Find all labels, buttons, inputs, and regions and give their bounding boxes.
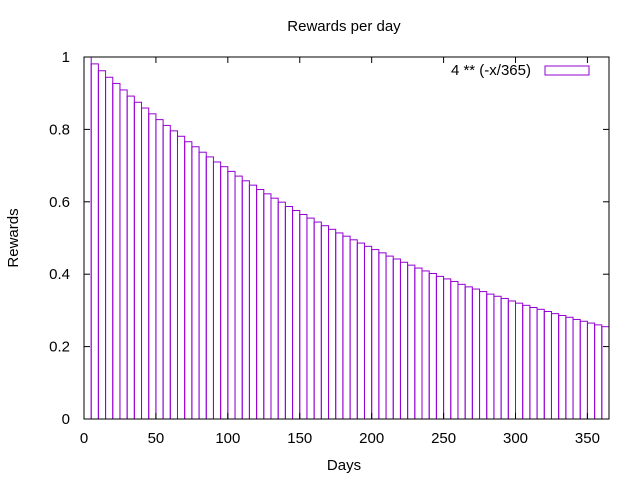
bar (335, 232, 344, 420)
y-axis: 0 0.2 0.4 0.6 0.8 1 (49, 49, 609, 428)
y-tick-label: 0.4 (49, 266, 70, 283)
bar (500, 297, 509, 420)
bar (435, 275, 445, 420)
bar (421, 270, 430, 420)
x-tick-label: 150 (287, 430, 312, 447)
legend-label: 4 ** (-x/365) (451, 62, 531, 79)
y-tick-label: 0.2 (49, 339, 70, 356)
bar (363, 245, 373, 420)
bar (191, 146, 200, 420)
bar (529, 307, 538, 420)
bar (471, 288, 481, 420)
bar (112, 82, 121, 420)
bar (155, 119, 164, 420)
bar (141, 107, 150, 420)
bar (479, 291, 488, 420)
x-axis: 0 50 100 150 200 250 300 350 (80, 57, 600, 447)
bar (184, 141, 193, 420)
y-tick-label: 0.8 (49, 121, 70, 138)
x-tick-label: 300 (503, 430, 528, 447)
bar (407, 264, 416, 420)
bar (558, 314, 567, 420)
bar (277, 201, 286, 420)
bar (292, 209, 301, 420)
bar (256, 188, 265, 420)
x-tick-label: 250 (431, 430, 456, 447)
bar (97, 70, 107, 420)
bar (313, 221, 322, 420)
legend: 4 ** (-x/365) (451, 62, 590, 79)
bar (543, 310, 552, 420)
bar (212, 161, 222, 420)
bar (486, 293, 495, 420)
plot-frame (83, 56, 610, 420)
bar (586, 322, 596, 420)
bar (594, 324, 603, 420)
bar (205, 156, 214, 420)
legend-swatch (544, 65, 590, 76)
bar (248, 184, 258, 420)
x-tick-label: 100 (215, 430, 240, 447)
bar (550, 313, 560, 420)
bar (572, 318, 581, 420)
bar (270, 197, 279, 420)
bars-group (83, 56, 610, 420)
bar (522, 304, 531, 420)
chart-title: Rewards per day (287, 18, 401, 35)
bar (198, 151, 207, 420)
bar (443, 278, 452, 420)
bar (392, 258, 401, 420)
bar (306, 217, 315, 420)
bar (515, 302, 524, 420)
bar (176, 135, 186, 420)
bar (105, 76, 114, 420)
bar (428, 272, 437, 420)
x-tick-label: 350 (575, 430, 600, 447)
y-tick-label: 1 (62, 49, 70, 66)
bar (385, 255, 394, 420)
bar (299, 213, 308, 420)
bar (349, 239, 358, 420)
bar (328, 228, 337, 420)
bar (414, 267, 423, 420)
bar (536, 308, 545, 420)
y-axis-label: Rewards (5, 208, 22, 267)
bar (169, 130, 178, 420)
bar (227, 170, 236, 420)
bar (162, 124, 171, 420)
bar (457, 283, 466, 420)
bar (83, 56, 92, 420)
bar (378, 252, 387, 420)
bar (493, 295, 502, 420)
bar (579, 320, 588, 420)
bar (119, 89, 128, 420)
bar (148, 113, 157, 420)
bar (220, 166, 229, 420)
bar (371, 249, 380, 420)
bar (399, 261, 409, 420)
bar (342, 235, 351, 420)
x-tick-label: 200 (359, 430, 384, 447)
bar (601, 326, 610, 420)
bar (464, 286, 473, 420)
x-tick-label: 50 (148, 430, 165, 447)
bar (450, 280, 459, 420)
x-tick-label: 0 (80, 430, 88, 447)
bar (507, 300, 517, 420)
x-axis-label: Days (327, 457, 361, 474)
bar (241, 180, 250, 420)
bar (126, 95, 135, 420)
bar (133, 101, 143, 420)
bar (263, 193, 272, 420)
bar (565, 316, 574, 420)
bar (90, 63, 99, 420)
bar (320, 225, 330, 420)
y-tick-label: 0.6 (49, 194, 70, 211)
bar (234, 175, 243, 420)
bar (356, 242, 365, 420)
y-tick-label: 0 (62, 411, 70, 428)
bar (284, 206, 294, 420)
